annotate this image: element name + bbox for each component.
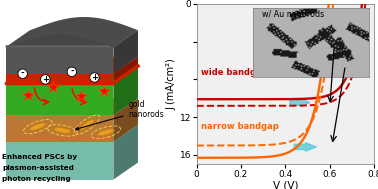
Circle shape	[40, 75, 50, 84]
Circle shape	[18, 69, 27, 78]
Polygon shape	[6, 125, 138, 142]
Polygon shape	[6, 74, 113, 83]
Polygon shape	[113, 66, 138, 115]
Polygon shape	[6, 17, 138, 47]
Text: photon recycling: photon recycling	[2, 177, 71, 182]
Polygon shape	[6, 34, 113, 47]
Polygon shape	[6, 57, 138, 74]
Polygon shape	[6, 142, 113, 180]
Text: narrow bandgap: narrow bandgap	[201, 122, 279, 131]
Ellipse shape	[54, 128, 71, 133]
Polygon shape	[6, 30, 138, 47]
Polygon shape	[113, 30, 138, 74]
Text: gold
nanorods: gold nanorods	[76, 100, 164, 130]
Text: +: +	[42, 75, 49, 84]
Text: -: -	[70, 67, 74, 76]
FancyArrow shape	[290, 98, 310, 107]
Text: wide bandgap: wide bandgap	[201, 68, 268, 77]
Circle shape	[90, 73, 99, 82]
Polygon shape	[113, 125, 138, 180]
Text: Enhanced PSCs by: Enhanced PSCs by	[2, 154, 77, 160]
Polygon shape	[113, 98, 138, 142]
Polygon shape	[6, 115, 113, 142]
Ellipse shape	[80, 119, 94, 130]
Polygon shape	[6, 47, 113, 74]
Text: plasmon-assisted: plasmon-assisted	[2, 165, 74, 171]
Polygon shape	[6, 83, 113, 115]
Polygon shape	[6, 98, 138, 115]
Text: w/ Au nanorods: w/ Au nanorods	[262, 9, 324, 19]
Y-axis label: J (mA/cm²): J (mA/cm²)	[167, 58, 177, 110]
Polygon shape	[113, 57, 138, 83]
FancyArrow shape	[294, 143, 316, 151]
Ellipse shape	[30, 123, 46, 130]
Text: -: -	[21, 69, 25, 78]
Ellipse shape	[98, 129, 114, 136]
Circle shape	[67, 67, 76, 77]
X-axis label: V (V): V (V)	[273, 180, 298, 189]
Text: +: +	[91, 73, 98, 82]
Polygon shape	[6, 66, 138, 83]
